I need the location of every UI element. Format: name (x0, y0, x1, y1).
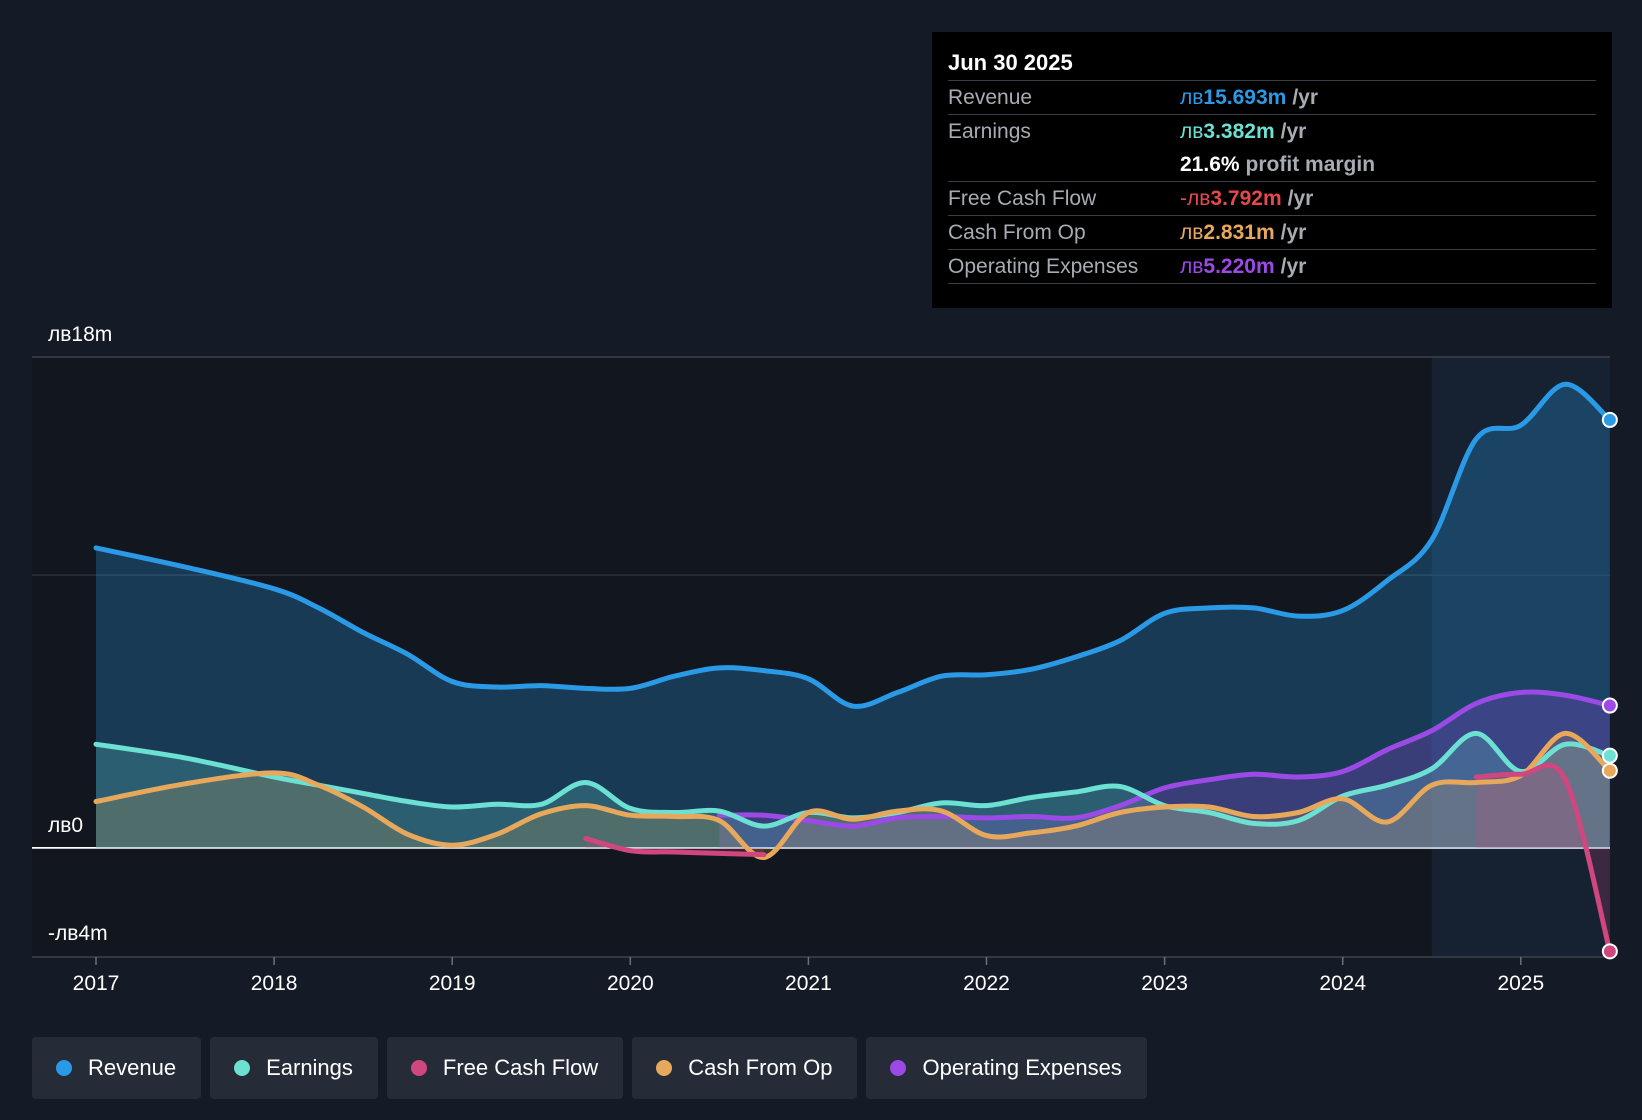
x-tick-label: 2017 (73, 972, 120, 995)
fcf-line-late (1473, 762, 1613, 954)
tooltip-label-revenue: Revenue (948, 86, 1033, 109)
tooltip-unit-margin: profit margin (1245, 153, 1376, 176)
x-tick-label: 2025 (1497, 972, 1544, 995)
recent-period-highlight (1431, 357, 1610, 957)
tooltip-row-cfo: Cash From Op лв2.831m /yr (948, 216, 1596, 250)
gridlines (32, 356, 1610, 958)
tooltip-amount-revenue: 15.693m (1203, 86, 1287, 109)
tooltip-value-margin: 21.6% (1180, 153, 1240, 176)
tooltip-unit-revenue: /yr (1292, 86, 1319, 109)
tooltip-panel: Jun 30 2025 Revenue лв15.693m /yr Earnin… (932, 32, 1612, 308)
tooltip-unit-opex: /yr (1280, 255, 1307, 278)
legend-item-revenue[interactable]: Revenue (32, 1037, 202, 1099)
fcf-end-marker (1601, 943, 1618, 960)
tooltip-label-cfo: Cash From Op (948, 221, 1086, 244)
tooltip-currency-cfo: лв (1180, 221, 1204, 244)
tooltip-label-margin-spacer (948, 148, 1180, 181)
tooltip-currency-revenue: лв (1180, 86, 1204, 109)
opex-line (716, 689, 1613, 829)
earnings-end-marker (1601, 747, 1618, 764)
revenue-area (96, 384, 1610, 848)
opex-end-marker (1601, 697, 1618, 714)
tooltip-row-opex: Operating Expenses лв5.220m /yr (948, 250, 1596, 284)
legend-label-cash-from-op: Cash From Op (688, 1055, 833, 1080)
legend-label-operating-expenses: Operating Expenses (922, 1055, 1122, 1080)
axes: лв18m лв0 -лв4m 2017 2018 2019 2020 2021 2022… (48, 323, 1544, 995)
y-label-top: лв18m (48, 323, 112, 346)
series-end-markers (1601, 411, 1618, 960)
tooltip-value-fcf: -лв3.792m (1180, 182, 1282, 215)
tooltip-value-cfo: лв2.831m (1180, 216, 1275, 249)
x-tick-label: 2022 (963, 972, 1010, 995)
legend-label-revenue: Revenue (88, 1055, 177, 1080)
x-tick-label: 2019 (429, 972, 476, 995)
tooltip-row-fcf: Free Cash Flow -лв3.792m /yr (948, 182, 1596, 216)
tooltip-label-opex: Operating Expenses (948, 255, 1139, 278)
tooltip-amount-cfo: 2.831m (1203, 221, 1275, 244)
legend-dot-free-cash-flow-icon (410, 1060, 427, 1076)
legend-dot-earnings-icon (234, 1060, 251, 1076)
cfo-line (93, 730, 1613, 860)
tooltip-value-revenue: лв15.693m (1180, 81, 1286, 114)
x-tick-label: 2024 (1319, 972, 1366, 995)
legend-dot-revenue-icon (56, 1060, 72, 1076)
legend-item-operating-expenses[interactable]: Operating Expenses (866, 1037, 1147, 1099)
revenue-line (93, 381, 1613, 709)
chart-legend: Revenue Earnings Free Cash Flow Cash Fro… (32, 1037, 1147, 1099)
plot-background (32, 357, 1610, 957)
legend-item-earnings[interactable]: Earnings (210, 1037, 378, 1099)
tooltip-currency-fcf: -лв (1180, 187, 1211, 210)
y-label-bottom: -лв4m (48, 922, 108, 945)
x-tick-label: 2020 (607, 972, 654, 995)
tooltip-unit-cfo: /yr (1280, 221, 1307, 244)
tooltip-amount-opex: 5.220m (1203, 255, 1275, 278)
tooltip-currency-earnings: лв (1180, 120, 1204, 143)
x-tick-label: 2018 (251, 972, 298, 995)
fcf-area (585, 838, 764, 855)
tooltip-label-earnings: Earnings (948, 120, 1031, 143)
cfo-end-marker (1601, 762, 1618, 779)
series-lines (93, 381, 1613, 954)
legend-dot-cash-from-op-icon (656, 1060, 673, 1076)
x-tick-label: 2023 (1141, 972, 1188, 995)
revenue-end-marker (1601, 411, 1618, 428)
tooltip-currency-opex: лв (1180, 255, 1204, 278)
legend-label-free-cash-flow: Free Cash Flow (442, 1055, 599, 1080)
tooltip-amount-earnings: 3.382m (1203, 120, 1275, 143)
x-tick-label: 2021 (785, 972, 832, 995)
tooltip-row-margin: 21.6% profit margin (948, 148, 1596, 182)
tooltip-row-revenue: Revenue лв15.693m /yr (948, 81, 1596, 115)
tooltip-amount-fcf: 3.792m (1210, 187, 1282, 210)
legend-label-earnings: Earnings (266, 1055, 353, 1080)
tooltip-row-earnings: Earnings лв3.382m /yr (948, 115, 1596, 148)
cfo-area (96, 733, 1610, 858)
fcf-line (583, 835, 767, 858)
tooltip-date: Jun 30 2025 (948, 46, 1596, 81)
legend-item-cash-from-op[interactable]: Cash From Op (632, 1037, 858, 1099)
tooltip-unit-fcf: /yr (1287, 187, 1314, 210)
legend-item-free-cash-flow[interactable]: Free Cash Flow (386, 1037, 624, 1099)
tooltip-label-fcf: Free Cash Flow (948, 187, 1097, 210)
tooltip-value-earnings: лв3.382m (1180, 115, 1275, 148)
y-label-zero: лв0 (48, 814, 83, 837)
legend-dot-operating-expenses-icon (890, 1060, 907, 1076)
opex-area (719, 692, 1610, 848)
tooltip-value-opex: лв5.220m (1180, 250, 1275, 283)
tooltip-unit-earnings: /yr (1280, 120, 1307, 143)
